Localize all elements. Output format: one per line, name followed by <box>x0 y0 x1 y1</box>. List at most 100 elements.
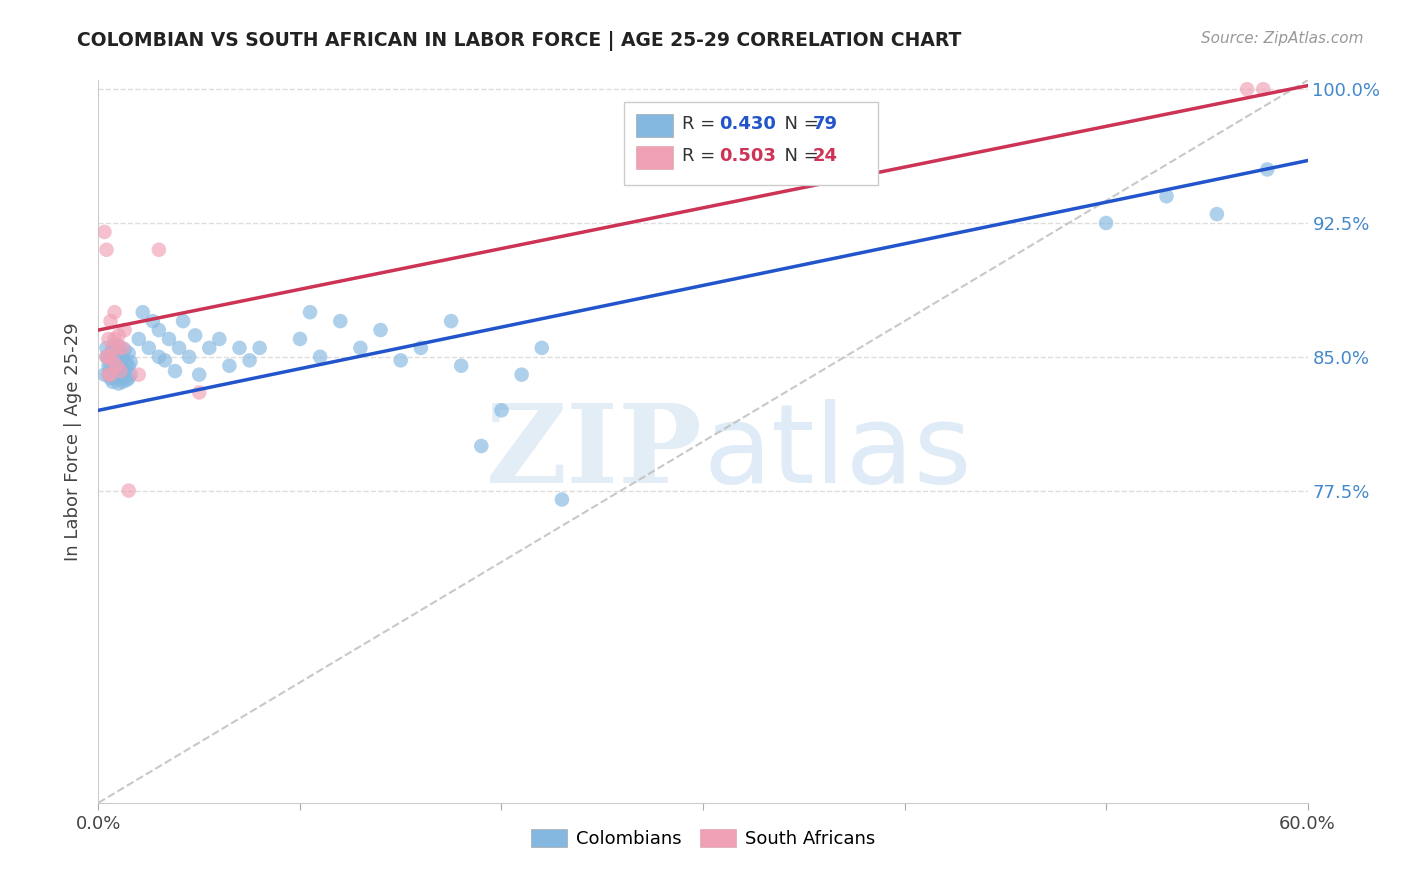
Point <box>114 343 136 357</box>
Point <box>107 341 129 355</box>
Text: 79: 79 <box>813 115 838 133</box>
Point <box>96 350 118 364</box>
Point <box>142 314 165 328</box>
Point <box>179 350 201 364</box>
FancyBboxPatch shape <box>637 146 672 169</box>
Point <box>107 364 129 378</box>
Y-axis label: In Labor Force | Age 25-29: In Labor Force | Age 25-29 <box>65 322 83 561</box>
Point <box>107 353 129 368</box>
Point <box>118 483 141 498</box>
Point <box>105 355 128 369</box>
Point <box>1256 162 1278 177</box>
Point <box>101 375 124 389</box>
Point <box>100 314 122 328</box>
Point <box>96 341 118 355</box>
Point <box>111 350 134 364</box>
Point <box>188 368 211 382</box>
Point <box>329 314 352 328</box>
Point <box>208 332 231 346</box>
Point <box>370 323 392 337</box>
Point <box>389 353 412 368</box>
Point <box>148 243 170 257</box>
Point <box>228 341 250 355</box>
Point <box>100 368 122 382</box>
Point <box>101 362 124 376</box>
Point <box>105 344 128 359</box>
Point <box>93 368 115 382</box>
Point <box>530 341 553 355</box>
Point <box>138 341 160 355</box>
Point <box>120 368 142 382</box>
Point <box>1251 82 1274 96</box>
Point <box>128 368 150 382</box>
Point <box>239 353 262 368</box>
Point <box>118 359 141 373</box>
Point <box>118 346 141 360</box>
Point <box>1236 82 1258 96</box>
Point <box>450 359 472 373</box>
Point <box>115 373 138 387</box>
Point <box>103 371 125 385</box>
Point <box>97 368 120 382</box>
Point <box>198 341 221 355</box>
Point <box>120 355 142 369</box>
Point <box>101 350 124 364</box>
Point <box>184 328 207 343</box>
Text: R =: R = <box>682 115 721 133</box>
Point <box>110 346 132 360</box>
Text: 0.430: 0.430 <box>718 115 776 133</box>
Text: N =: N = <box>773 115 825 133</box>
Legend: Colombians, South Africans: Colombians, South Africans <box>523 822 883 855</box>
Text: 0.503: 0.503 <box>718 147 776 165</box>
Point <box>299 305 322 319</box>
Point <box>188 385 211 400</box>
Point <box>93 225 115 239</box>
Point <box>97 359 120 373</box>
Point <box>107 376 129 391</box>
Point <box>172 314 194 328</box>
Point <box>118 371 141 385</box>
Text: atlas: atlas <box>703 399 972 506</box>
Point <box>309 350 332 364</box>
Text: Source: ZipAtlas.com: Source: ZipAtlas.com <box>1201 31 1364 46</box>
Point <box>101 353 124 368</box>
Point <box>110 359 132 373</box>
Point <box>551 492 574 507</box>
Point <box>97 368 120 382</box>
Point <box>153 353 176 368</box>
Point <box>491 403 513 417</box>
Point <box>167 341 190 355</box>
Point <box>1156 189 1178 203</box>
Point <box>110 371 132 385</box>
Point <box>97 350 120 364</box>
Point <box>103 332 125 346</box>
Point <box>249 341 271 355</box>
Point <box>218 359 240 373</box>
Point <box>157 332 180 346</box>
FancyBboxPatch shape <box>624 102 879 185</box>
Point <box>148 350 170 364</box>
Point <box>510 368 533 382</box>
Point <box>349 341 371 355</box>
Point <box>111 362 134 376</box>
Point <box>107 339 129 353</box>
Point <box>1095 216 1118 230</box>
Point <box>115 359 138 373</box>
Text: 24: 24 <box>813 147 838 165</box>
Point <box>107 328 129 343</box>
Point <box>128 332 150 346</box>
Point <box>105 359 128 373</box>
Point <box>101 341 124 355</box>
Point <box>103 305 125 319</box>
Point <box>440 314 463 328</box>
Point <box>97 350 120 364</box>
Point <box>97 332 120 346</box>
Point <box>96 243 118 257</box>
Point <box>1206 207 1229 221</box>
Point <box>409 341 432 355</box>
Point <box>105 366 128 380</box>
Point <box>110 364 132 378</box>
Point <box>111 375 134 389</box>
Point <box>470 439 492 453</box>
Point <box>148 323 170 337</box>
